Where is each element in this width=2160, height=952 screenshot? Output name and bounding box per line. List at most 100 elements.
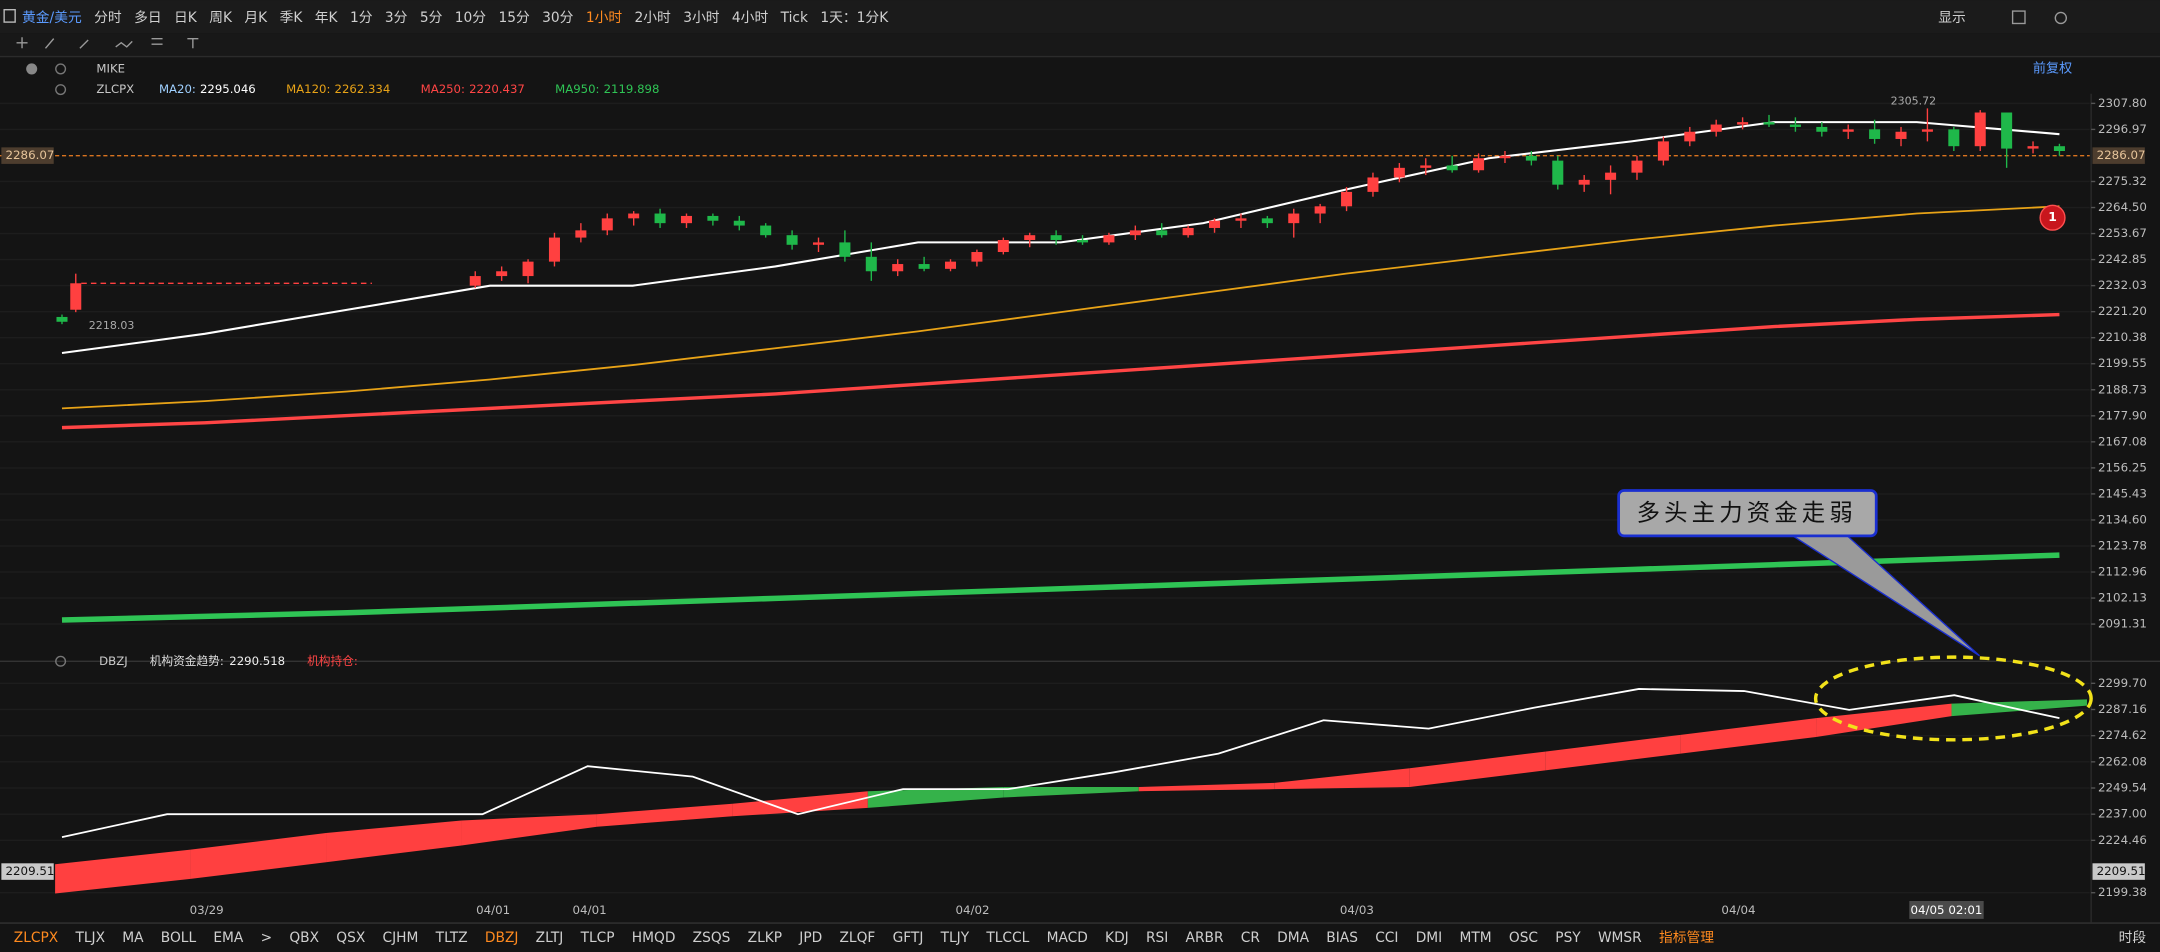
y-tick-label: 2249.54 <box>2098 781 2147 795</box>
period-button[interactable]: Tick <box>780 10 808 26</box>
ribbon-segment <box>55 849 191 894</box>
candle-body <box>1314 206 1326 214</box>
period-button[interactable]: 多日 <box>134 9 162 26</box>
period-button[interactable]: 3小时 <box>683 10 720 26</box>
indicator-tab[interactable]: ZLQF <box>839 930 875 946</box>
indicator-tab[interactable]: KDJ <box>1105 930 1129 946</box>
indicator-tab[interactable]: QSX <box>336 930 365 946</box>
candle-body <box>1446 165 1458 171</box>
indicator-tab[interactable]: CCI <box>1375 930 1398 946</box>
period-button[interactable]: 5分 <box>420 10 443 26</box>
indicator-tab[interactable]: > <box>261 930 273 946</box>
indicator-tab[interactable]: TLJX <box>74 930 105 946</box>
legend-label: MA120: <box>286 82 330 96</box>
indicator-tab[interactable]: MA <box>122 930 144 946</box>
indicator-tab[interactable]: MACD <box>1047 930 1088 946</box>
symbol[interactable]: 黄金/美元 <box>22 10 82 26</box>
indicator-tab[interactable]: GFTJ <box>893 930 924 946</box>
period-button[interactable]: 1天：1分K <box>820 10 889 26</box>
indicator-tab[interactable]: TLCP <box>580 930 615 946</box>
indicator-tab[interactable]: HMQD <box>632 930 676 946</box>
indicator-tab[interactable]: ZLKP <box>748 930 782 946</box>
indicator-tab[interactable]: CR <box>1241 930 1261 946</box>
period-button[interactable]: 3分 <box>385 10 408 26</box>
period-button[interactable]: 日K <box>174 10 198 26</box>
indicator-tab[interactable]: TLCCL <box>985 930 1029 946</box>
indicator-tab[interactable]: ZLTJ <box>536 930 564 946</box>
ribbon-segment <box>867 787 1004 808</box>
period-button[interactable]: 分时 <box>94 10 122 26</box>
camera-icon[interactable] <box>2054 11 2068 25</box>
candle-body <box>522 261 534 277</box>
indicator-tab[interactable]: EMA <box>213 930 244 946</box>
period-button[interactable]: 15分 <box>498 10 530 26</box>
candle-body <box>1367 177 1379 192</box>
indicator-tab[interactable]: MTM <box>1459 930 1491 946</box>
period-button[interactable]: 时段 <box>2119 930 2147 946</box>
period-button[interactable]: 30分 <box>542 10 574 26</box>
y-tick-label: 2145.43 <box>2098 486 2147 500</box>
period-button[interactable]: 4小时 <box>732 10 769 26</box>
period-button[interactable]: 年K <box>315 10 339 26</box>
y-tick-label: 2264.50 <box>2098 200 2147 214</box>
indicator-tab[interactable]: CJHM <box>383 930 419 946</box>
current-price-box <box>2092 863 2145 880</box>
indicator-tab[interactable]: RSI <box>1146 930 1168 946</box>
x-tick-label: 04/01 <box>573 903 607 917</box>
period-button[interactable]: 1分 <box>350 10 373 26</box>
period-button[interactable]: 月K <box>244 10 268 26</box>
current-price-box <box>2092 147 2145 164</box>
indicator-tab[interactable]: QBX <box>289 930 319 946</box>
menu-icon[interactable] <box>3 9 16 23</box>
indicator-tab[interactable]: 指标管理 <box>1659 930 1714 946</box>
indicator-tab[interactable]: PSY <box>1555 930 1581 946</box>
indicator-tab[interactable]: OSC <box>1509 930 1538 946</box>
gear-icon[interactable] <box>55 655 67 667</box>
indicator-tab[interactable]: ZSQS <box>693 930 731 946</box>
indicator-tab[interactable]: JPD <box>798 930 822 946</box>
crosshair-icon[interactable] <box>16 37 28 49</box>
candle-body <box>1631 160 1643 173</box>
indicator-tab[interactable]: BOLL <box>161 930 197 946</box>
indicator-tab[interactable]: ZLCPX <box>14 930 58 946</box>
candle-body <box>1499 155 1511 159</box>
indicator-tab[interactable]: DMI <box>1416 930 1443 946</box>
draw-icons[interactable] <box>44 37 199 49</box>
ribbon-segment <box>1409 751 1546 788</box>
indicator-tab[interactable]: ARBR <box>1186 930 1224 946</box>
display-button[interactable]: 显示 <box>1938 10 1966 26</box>
candle-body <box>1869 129 1881 139</box>
legend-value: 2119.898 <box>604 82 660 96</box>
indicator-tab[interactable]: BIAS <box>1326 930 1358 946</box>
y-tick-label: 2221.20 <box>2098 304 2147 318</box>
callout-text: 多头主力资金走弱 <box>1637 498 1857 526</box>
layout-icon[interactable] <box>2011 10 2026 25</box>
y-tick-label: 2274.62 <box>2098 728 2147 742</box>
period-button[interactable]: 季K <box>280 10 304 26</box>
gear-icon[interactable] <box>55 63 67 75</box>
candle-body <box>1209 220 1221 228</box>
candle-body <box>1341 191 1353 207</box>
period-button[interactable]: 10分 <box>455 10 487 26</box>
y-tick-label: 2253.67 <box>2098 226 2147 240</box>
indicator-tab[interactable]: DMA <box>1277 930 1309 946</box>
candle-body <box>945 261 957 269</box>
legend-item: DBZJ <box>99 654 127 668</box>
indicator-tab[interactable]: DBZJ <box>485 930 519 946</box>
alert-badge[interactable] <box>2039 204 2066 231</box>
indicator-tab[interactable]: WMSR <box>1598 930 1642 946</box>
gear-icon[interactable] <box>55 84 67 96</box>
indicator-tab[interactable]: TLJY <box>940 930 970 946</box>
alert-badge-label: 1 <box>2048 209 2057 224</box>
candle-body <box>601 218 613 231</box>
period-button[interactable]: 周K <box>209 10 233 26</box>
candle-body <box>2001 112 2013 149</box>
x-tick-label: 04/02 <box>956 903 990 917</box>
legend-label: MA20: <box>159 82 196 96</box>
period-button[interactable]: 2小时 <box>635 10 672 26</box>
period-button[interactable]: 1小时 <box>586 10 623 26</box>
legend-value: 2295.046 <box>200 82 256 96</box>
adjust-button[interactable]: 前复权 <box>2033 59 2072 76</box>
y-tick-label: 2307.80 <box>2098 96 2147 110</box>
indicator-tab[interactable]: TLTZ <box>435 930 468 946</box>
